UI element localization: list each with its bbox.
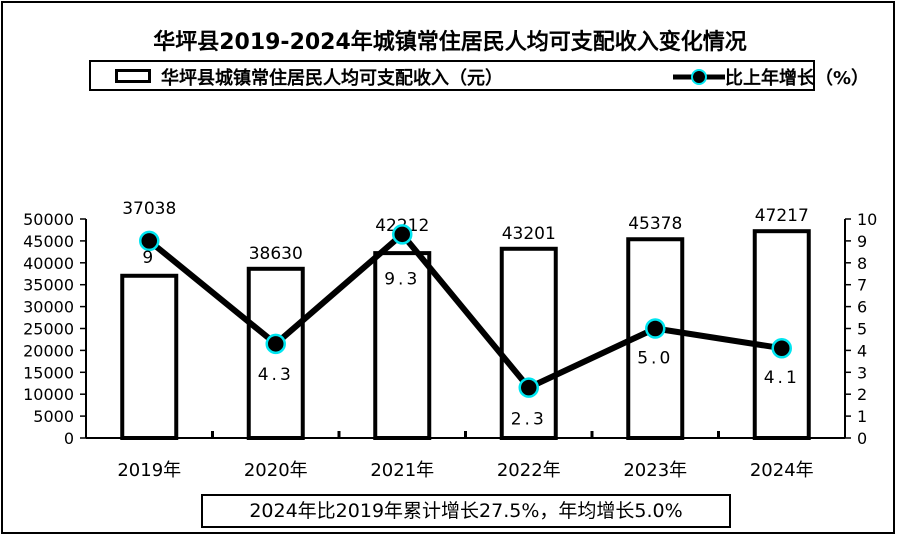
legend: 华坪县城镇常住居民人均可支配收入（元） 比上年增长（%）: [89, 60, 869, 91]
y-right-tick-label: 2: [857, 385, 867, 404]
growth-value-label: 9: [142, 248, 156, 268]
x-tick-label: 2022年: [497, 460, 561, 481]
y-left-tick-label: 30000: [23, 298, 74, 317]
y-left-tick-label: 50000: [23, 210, 74, 229]
growth-value-label: 9.3: [384, 269, 420, 289]
bar: [752, 229, 811, 440]
growth-value-label: 4.3: [258, 365, 294, 385]
y-right-tick-label: 7: [857, 276, 867, 295]
legend-bar-swatch: [115, 69, 151, 83]
y-left-tick-label: 15000: [23, 363, 74, 382]
x-tick-label: 2024年: [750, 460, 814, 481]
y-left-tick-label: 10000: [23, 385, 74, 404]
y-right-tick-label: 3: [857, 363, 867, 382]
bar: [120, 273, 179, 440]
y-right-tick-label: 1: [857, 407, 867, 426]
y-left-tick-label: 20000: [23, 341, 74, 360]
bar-value-label: 38630: [249, 244, 303, 264]
bar-value-label: 37038: [122, 199, 176, 219]
x-tick-label: 2019年: [117, 460, 181, 481]
y-left-tick-label: 45000: [23, 232, 74, 251]
x-tick-label: 2021年: [370, 460, 434, 481]
growth-value-label: 4.1: [764, 368, 800, 388]
y-right-tick-label: 0: [857, 429, 867, 448]
legend-line-swatch: [673, 69, 725, 85]
y-right-tick-label: 9: [857, 232, 867, 251]
y-right-tick-label: 8: [857, 254, 867, 273]
y-left-tick-label: 25000: [23, 320, 74, 339]
growth-marker: [139, 230, 160, 252]
y-right-tick-label: 6: [857, 298, 867, 317]
chart-title: 华坪县2019-2024年城镇常住居民人均可支配收入变化情况: [153, 30, 747, 55]
legend-line-label: 比上年增长（%）: [725, 68, 870, 89]
legend-bar-label: 华坪县城镇常住居民人均可支配收入（元）: [161, 68, 503, 89]
bar-value-label: 43201: [502, 224, 556, 244]
y-left-tick-label: 5000: [33, 407, 74, 426]
growth-value-label: 5.0: [637, 349, 673, 369]
x-tick-label: 2020年: [244, 460, 308, 481]
y-right-tick-label: 5: [857, 320, 867, 339]
growth-line: [147, 231, 783, 391]
bar-value-label: 45378: [628, 214, 682, 234]
growth-marker: [392, 224, 413, 245]
y-left-tick-label: 40000: [23, 254, 74, 273]
growth-marker: [518, 377, 539, 398]
growth-marker: [771, 337, 792, 359]
summary-note: 2024年比2019年累计增长27.5%，年均增长5.0%: [201, 494, 731, 528]
x-tick-label: 2023年: [623, 460, 687, 481]
growth-value-label: 2.3: [511, 410, 547, 430]
y-left-tick-label: 35000: [23, 276, 74, 295]
growth-marker: [645, 318, 666, 339]
y-right-tick-label: 10: [857, 210, 877, 229]
bar: [373, 251, 432, 440]
growth-marker: [265, 333, 286, 355]
y-left-tick-label: 0: [64, 429, 74, 448]
bar: [499, 246, 558, 440]
bar-value-label: 47217: [755, 206, 809, 226]
y-right-tick-label: 4: [857, 341, 867, 360]
